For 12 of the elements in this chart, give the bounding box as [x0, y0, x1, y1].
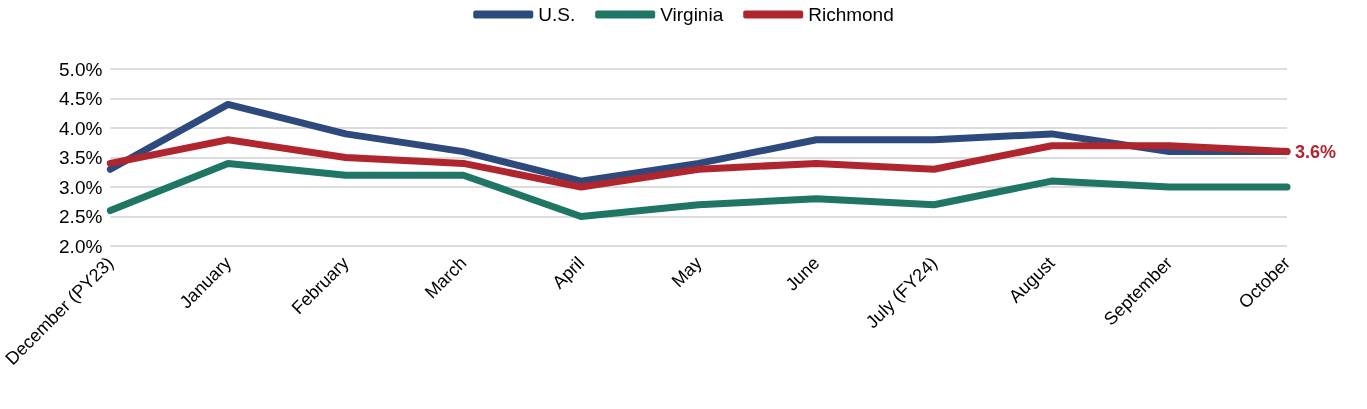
y-tick-label: 2.0%	[59, 235, 103, 257]
legend-label: Richmond	[808, 4, 894, 25]
legend-label: U.S.	[538, 4, 576, 25]
x-tick-label: May	[667, 252, 706, 292]
y-tick-label: 4.0%	[59, 117, 103, 139]
y-tick-label: 3.0%	[59, 176, 103, 198]
y-tick-label: 3.5%	[59, 147, 103, 168]
data-label: 3.6%	[1295, 141, 1337, 162]
y-tick-label: 4.5%	[59, 88, 103, 109]
y-tick-label: 2.5%	[59, 206, 103, 227]
y-tick-label: 5.0%	[59, 58, 103, 80]
legend-label: Virginia	[660, 4, 724, 25]
